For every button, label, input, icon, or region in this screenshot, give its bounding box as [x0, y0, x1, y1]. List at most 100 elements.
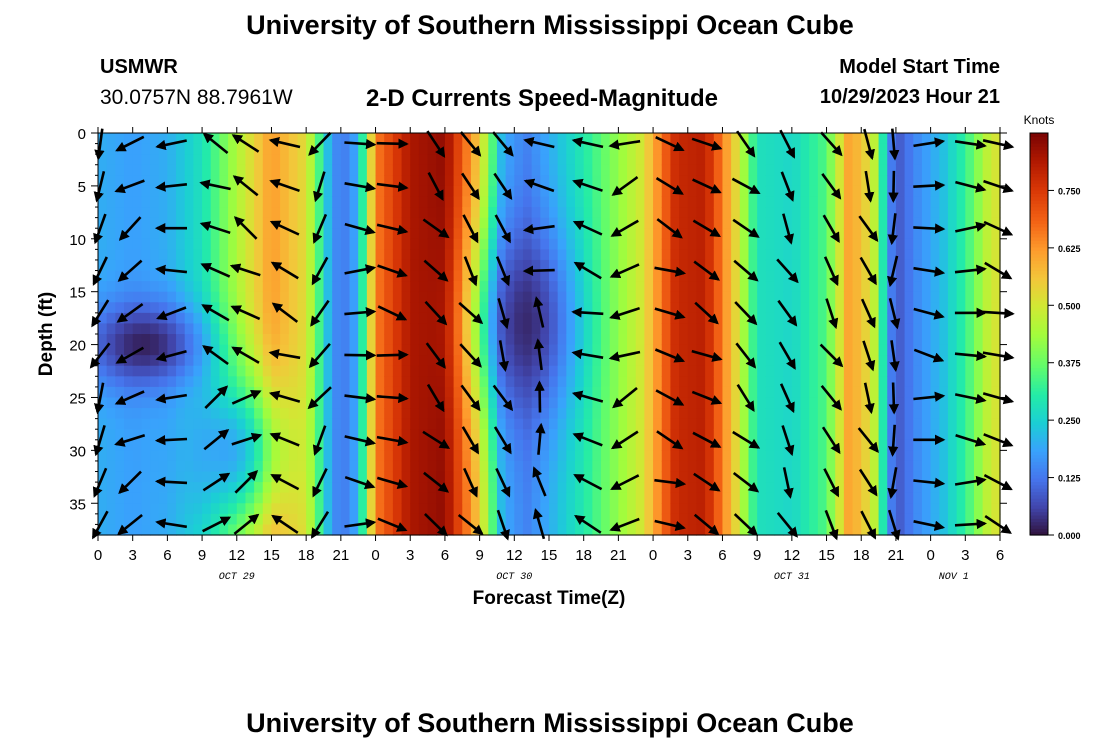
heatmap-cell: [297, 185, 307, 198]
heatmap-cell: [635, 217, 645, 229]
heatmap-cell: [262, 175, 273, 187]
heatmap-cell: [809, 492, 819, 504]
heatmap-cell: [193, 323, 203, 335]
heatmap-cell: [713, 291, 724, 303]
current-vector-arrow: [154, 434, 188, 446]
heatmap-cell: [965, 196, 975, 208]
heatmap-cell: [557, 259, 567, 272]
heatmap-cell: [956, 228, 966, 240]
heatmap-cell: [418, 397, 429, 409]
heatmap-cell: [956, 492, 966, 504]
heatmap-cell: [895, 334, 906, 346]
heatmap-cell: [687, 397, 698, 409]
heatmap-cell: [722, 291, 732, 303]
heatmap-cell: [193, 302, 203, 314]
heatmap-cell: [488, 291, 498, 303]
heatmap-cell: [583, 439, 593, 451]
heatmap-cell: [774, 397, 784, 409]
heatmap-cell: [575, 492, 585, 504]
heatmap-cell: [479, 281, 489, 293]
heatmap-cell: [332, 185, 342, 198]
heatmap-cell: [575, 450, 585, 462]
heatmap-cell: [618, 418, 628, 430]
heatmap-cell: [210, 365, 221, 377]
heatmap-cell: [401, 408, 411, 420]
heatmap-cell: [332, 503, 342, 515]
heatmap-cell: [826, 471, 836, 483]
heatmap-cell: [895, 344, 906, 356]
heatmap-cell: [939, 302, 949, 314]
heatmap-cell: [731, 418, 741, 430]
heatmap-cell: [774, 249, 784, 261]
heatmap-cell: [809, 238, 819, 250]
heatmap-cell: [670, 460, 680, 473]
heatmap-cell: [826, 334, 836, 346]
current-vector-arrow: [115, 346, 145, 364]
heatmap-cell: [878, 397, 888, 409]
heatmap-cell: [609, 386, 619, 399]
heatmap-cell: [522, 513, 533, 526]
heatmap-cell: [132, 482, 142, 494]
heatmap-cell: [687, 355, 698, 367]
heatmap-cell: [627, 450, 637, 462]
heatmap-cell: [132, 365, 142, 377]
heatmap-cell: [921, 513, 932, 526]
heatmap-cell: [176, 334, 186, 346]
heatmap-cell: [106, 334, 116, 346]
heatmap-cell: [549, 270, 559, 282]
heatmap-cell: [158, 154, 168, 166]
heatmap-cell: [661, 270, 672, 282]
heatmap-cell: [392, 302, 403, 314]
heatmap-cell: [288, 429, 299, 441]
heatmap-cell: [956, 513, 966, 526]
heatmap-cell: [627, 513, 637, 526]
heatmap-cell: [783, 323, 793, 335]
y-axis-label: Depth (ft): [36, 292, 57, 376]
heatmap-cell: [124, 408, 134, 420]
heatmap-cell: [332, 386, 342, 399]
heatmap-cell: [427, 154, 437, 166]
heatmap-cell: [748, 291, 758, 303]
heatmap-cell: [349, 471, 359, 483]
heatmap-cell: [323, 312, 333, 325]
heatmap-cell: [956, 482, 966, 494]
heatmap-cell: [549, 365, 559, 377]
heatmap-cell: [340, 228, 351, 240]
heatmap-cell: [410, 175, 420, 187]
current-vector-arrow: [422, 430, 451, 449]
heatmap-cell: [947, 503, 958, 515]
colorbar-segment: [1030, 484, 1048, 489]
heatmap-cell: [522, 207, 533, 219]
heatmap-cell: [722, 344, 732, 356]
heatmap-cell: [236, 513, 247, 526]
heatmap-cell: [366, 355, 377, 367]
heatmap-cell: [852, 164, 862, 176]
heatmap-cell: [106, 386, 116, 399]
heatmap-cell: [748, 259, 758, 272]
heatmap-cell: [488, 238, 498, 250]
heatmap-cell: [427, 471, 437, 483]
heatmap-cell: [288, 164, 299, 176]
heatmap-cell: [236, 185, 247, 198]
heatmap-cell: [878, 270, 888, 282]
heatmap-cell: [644, 439, 654, 451]
heatmap-cell: [852, 175, 862, 187]
heatmap-cell: [982, 397, 992, 409]
heatmap-cell: [809, 376, 819, 388]
heatmap-cell: [739, 418, 750, 430]
heatmap-cell: [887, 503, 897, 515]
heatmap-cell: [323, 334, 333, 346]
heatmap-cell: [297, 386, 307, 399]
heatmap-cell: [549, 302, 559, 314]
current-vector-arrow: [610, 474, 640, 491]
heatmap-cell: [410, 217, 420, 229]
heatmap-cell: [921, 376, 932, 388]
heatmap-cell: [462, 207, 472, 219]
heatmap-cell: [462, 164, 472, 176]
heatmap-cell: [150, 386, 160, 399]
heatmap-cell: [852, 524, 862, 536]
heatmap-cell: [722, 397, 732, 409]
heatmap-cell: [540, 429, 550, 441]
heatmap-cell: [739, 386, 750, 399]
heatmap-cell: [366, 492, 377, 504]
